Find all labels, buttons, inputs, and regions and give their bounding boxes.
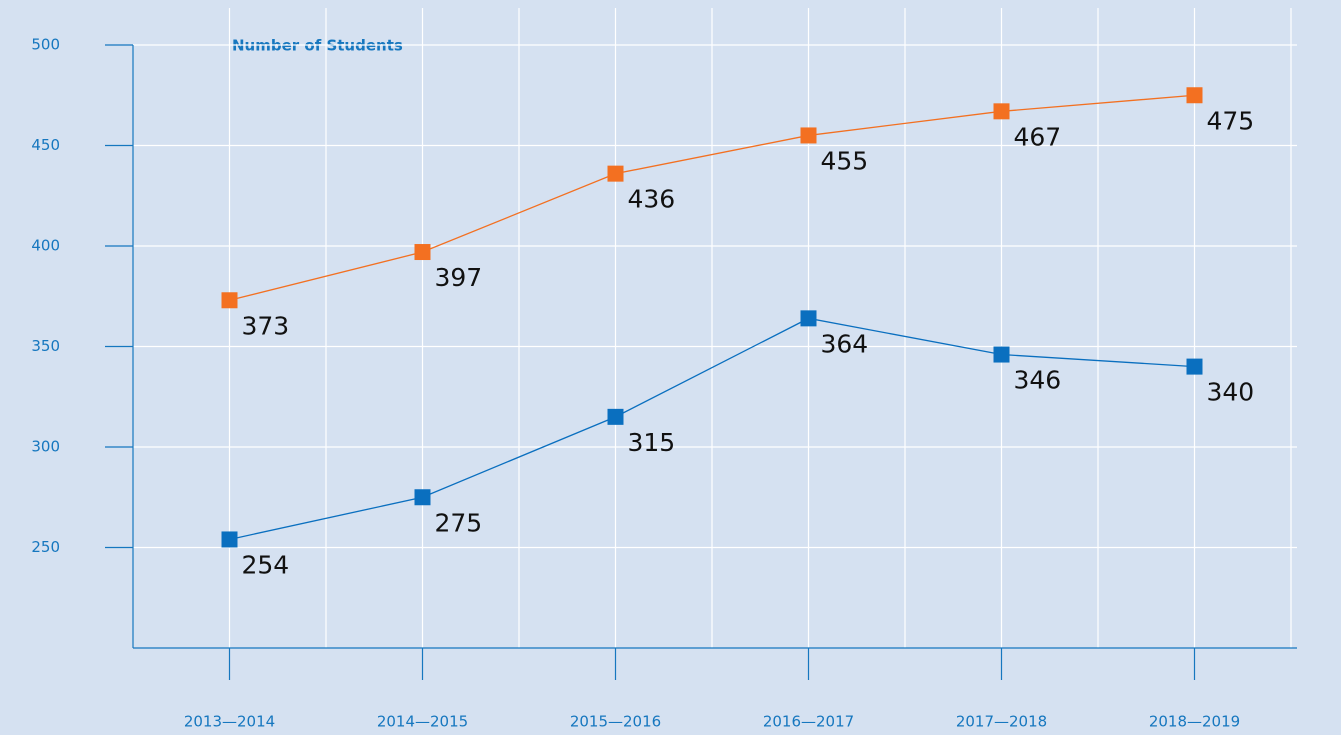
marker xyxy=(993,346,1010,363)
y-tick-label: 450 xyxy=(31,136,60,154)
marker xyxy=(607,408,624,425)
value-label: 373 xyxy=(242,311,290,340)
y-tick-label: 300 xyxy=(31,438,60,456)
series-line xyxy=(229,94,1195,301)
value-label: 340 xyxy=(1207,378,1255,407)
y-tick-label: 350 xyxy=(31,337,60,355)
marker xyxy=(221,531,238,548)
marker xyxy=(414,244,431,261)
value-label: 436 xyxy=(628,185,676,214)
value-label: 346 xyxy=(1014,366,1062,395)
value-label: 397 xyxy=(435,263,483,292)
series-line xyxy=(229,317,1195,541)
x-tick-label: 2014—2015 xyxy=(377,713,468,731)
marker xyxy=(1186,358,1203,375)
value-label: 364 xyxy=(821,329,869,358)
value-label: 475 xyxy=(1207,106,1255,135)
value-label: 467 xyxy=(1014,122,1062,151)
x-tick-label: 2015—2016 xyxy=(570,713,661,731)
y-tick-label: 500 xyxy=(31,36,60,54)
value-label: 275 xyxy=(435,508,483,537)
x-tick-label: 2013—2014 xyxy=(184,713,275,731)
marker xyxy=(1186,87,1203,104)
value-label: 254 xyxy=(242,550,290,579)
marker xyxy=(800,310,817,327)
marker xyxy=(800,127,817,144)
y-tick-label: 250 xyxy=(31,538,60,556)
x-tick-label: 2018—2019 xyxy=(1149,713,1240,731)
x-tick-label: 2016—2017 xyxy=(763,713,854,731)
marker xyxy=(414,489,431,506)
marker xyxy=(993,103,1010,120)
value-label: 315 xyxy=(628,428,676,457)
marker xyxy=(607,165,624,182)
marker xyxy=(221,292,238,309)
y-tick-label: 400 xyxy=(31,237,60,255)
x-tick-label: 2017—2018 xyxy=(956,713,1047,731)
value-label: 455 xyxy=(821,146,869,175)
